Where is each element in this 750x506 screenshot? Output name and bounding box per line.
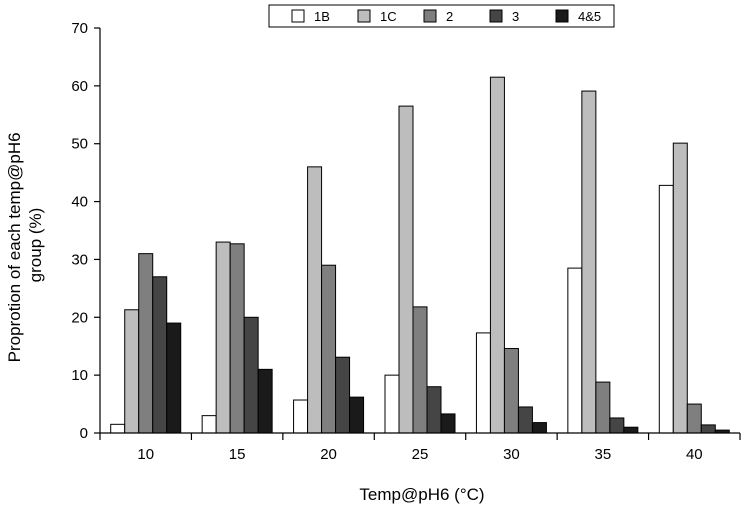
bar-4&5-15 xyxy=(257,368,273,434)
bar-1C-25 xyxy=(398,105,414,434)
bar-4&5-35 xyxy=(623,426,639,434)
x-tick-label-15: 15 xyxy=(229,446,246,463)
y-tick-label: 0 xyxy=(80,425,88,442)
bar-1B-15 xyxy=(201,415,217,434)
bar-1B-25 xyxy=(384,374,400,434)
bar-2-40 xyxy=(686,403,702,434)
bar-1B-30 xyxy=(475,332,491,434)
legend-label-3: 3 xyxy=(512,9,519,24)
x-tick-label-20: 20 xyxy=(320,446,337,463)
bar-1C-10 xyxy=(124,309,140,434)
bar-3-10 xyxy=(152,276,168,434)
bar-4&5-20 xyxy=(349,396,365,434)
bar-2-30 xyxy=(503,348,519,434)
bar-3-35 xyxy=(609,417,625,434)
bar-2-20 xyxy=(321,264,337,434)
x-tick-label-35: 35 xyxy=(595,446,612,463)
x-tick-label-10: 10 xyxy=(137,446,154,463)
bar-2-25 xyxy=(412,306,428,434)
legend-label-4&5: 4&5 xyxy=(578,9,601,24)
legend-swatch-4&5 xyxy=(555,9,569,23)
legend-swatch-1B xyxy=(291,9,305,23)
bar-4&5-25 xyxy=(440,413,456,434)
y-tick-label: 40 xyxy=(71,194,88,211)
bar-3-30 xyxy=(517,406,533,434)
legend-label-1B: 1B xyxy=(314,9,330,24)
bar-4&5-10 xyxy=(166,322,182,434)
bar-3-40 xyxy=(700,424,716,434)
axes-layer: 0 10 20 30 40 50 60 70 10 15 20 25 30 35 40 xyxy=(71,20,741,463)
bar-2-15 xyxy=(229,243,245,434)
legend-label-2: 2 xyxy=(446,9,453,24)
y-tick-label: 10 xyxy=(71,367,88,384)
bar-4&5-30 xyxy=(531,422,547,434)
bar-1B-35 xyxy=(567,267,583,434)
bar-1B-40 xyxy=(658,184,674,434)
bar-3-15 xyxy=(243,316,259,434)
y-tick-label: 50 xyxy=(71,136,88,153)
bar-2-10 xyxy=(138,253,154,434)
legend-swatch-2 xyxy=(423,9,437,23)
x-tick-label-40: 40 xyxy=(686,446,703,463)
legend-box xyxy=(268,4,615,28)
bars-layer xyxy=(110,76,730,434)
bar-1B-20 xyxy=(293,399,309,434)
bar-1B-10 xyxy=(110,423,126,434)
y-tick-label: 70 xyxy=(71,20,88,37)
bar-1C-20 xyxy=(307,166,323,434)
x-tick-label-30: 30 xyxy=(503,446,520,463)
bar-3-25 xyxy=(426,386,442,434)
y-tick-label: 20 xyxy=(71,309,88,326)
legend-swatch-1C xyxy=(357,9,371,23)
bar-1C-30 xyxy=(489,76,505,434)
bar-1C-35 xyxy=(581,90,597,434)
y-axis-title-line-2: group (%) xyxy=(26,208,45,283)
legend: 1B 1C 2 3 4&5 xyxy=(268,4,615,28)
legend-label-1C: 1C xyxy=(380,9,397,24)
legend-swatch-3 xyxy=(489,9,503,23)
y-tick-label: 30 xyxy=(71,251,88,268)
x-axis-title: Temp@pH6 (°C) xyxy=(359,485,484,504)
bar-2-35 xyxy=(595,381,611,434)
y-axis-title: Proprotion of each temp@pH6 group (%) xyxy=(5,128,45,363)
y-axis-title-line-1: Proprotion of each temp@pH6 xyxy=(5,132,24,362)
bar-1C-15 xyxy=(215,241,231,434)
bar-3-20 xyxy=(335,356,351,434)
y-tick-label: 60 xyxy=(71,78,88,95)
bar-1C-40 xyxy=(672,142,688,434)
x-tick-label-25: 25 xyxy=(412,446,429,463)
